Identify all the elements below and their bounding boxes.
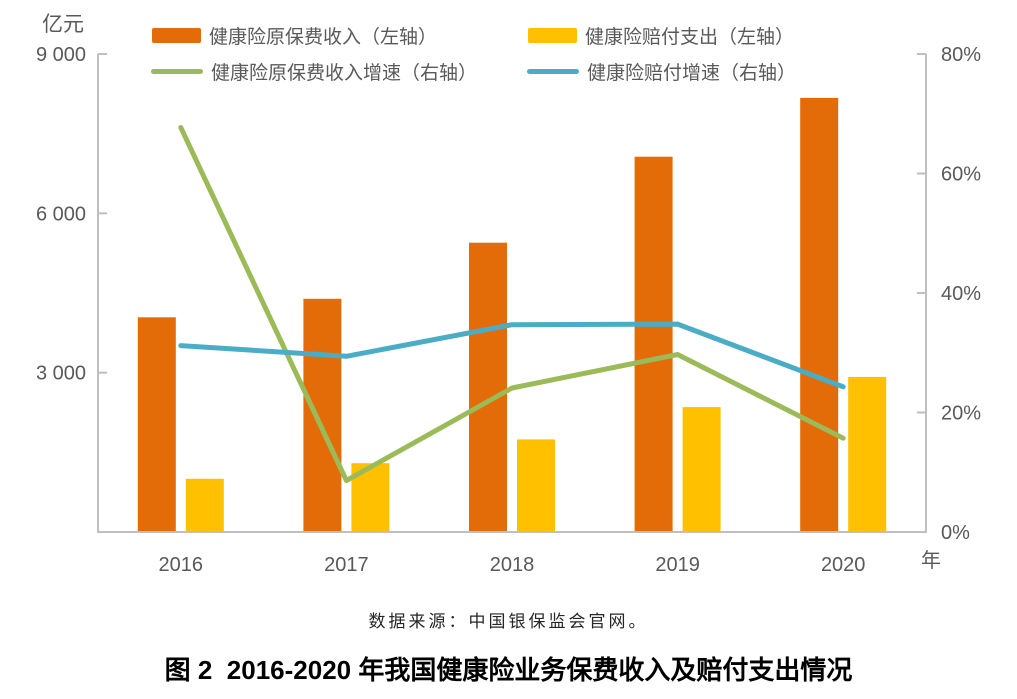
line-claims-growth: [178, 321, 846, 390]
left-axis-tick-label: 6 000: [36, 203, 86, 225]
x-tick-label-2017: 2017: [324, 554, 369, 576]
right-axis-tick-label: 20%: [941, 403, 981, 425]
bar-premium-income-2018: [469, 242, 507, 532]
x-tick-label-2019: 2019: [655, 554, 700, 576]
legend-item-claims-growth: 健康险赔付增速（右轴）: [527, 60, 797, 84]
bar-claims-paid-2016: [185, 478, 224, 532]
left-axis-tick-label: 3 000: [36, 363, 86, 385]
left-axis-title: 亿元: [42, 13, 84, 36]
bar-premium-income-2016: [137, 317, 176, 532]
right-axis-tick-label: 40%: [941, 283, 981, 305]
line-premium-growth: [178, 125, 846, 484]
x-axis-title: 年: [921, 550, 941, 572]
right-axis-tick-label: 80%: [941, 44, 981, 66]
x-tick-label-2016: 2016: [159, 554, 204, 576]
legend-label: 健康险原保费收入增速（右轴）: [211, 62, 478, 84]
legend-label: 健康险赔付增速（右轴）: [587, 62, 797, 84]
bar-premium-income-2017: [303, 298, 342, 532]
bar-premium-income-2019: [634, 156, 673, 532]
bar-claims-paid-2020: [848, 376, 887, 532]
bar-claims-paid-2019: [682, 407, 721, 532]
legend-label: 健康险原保费收入（左轴）: [209, 26, 438, 48]
legend-label: 健康险赔付支出（左轴）: [585, 26, 795, 48]
legend-item-premium-income: 健康险原保费收入（左轴）: [152, 24, 438, 48]
claims-growth-swatch-icon: [527, 68, 579, 74]
bar-claims-paid-2018: [517, 439, 555, 532]
data-source-note: 数据来源：中国银保监会官网。: [368, 612, 649, 631]
premium-income-swatch-icon: [152, 27, 201, 43]
claims-paid-swatch-icon: [528, 27, 577, 43]
right-axis-tick-label: 60%: [941, 164, 981, 186]
premium-growth-swatch-icon: [151, 68, 203, 74]
bar-premium-income-2020: [800, 97, 839, 533]
legend-item-claims-paid: 健康险赔付支出（左轴）: [528, 24, 795, 48]
x-tick-label-2018: 2018: [490, 554, 535, 576]
left-axis-tick-label: 9 000: [36, 44, 86, 66]
right-axis-tick-label: 0%: [941, 522, 970, 544]
legend-item-premium-growth: 健康险原保费收入增速（右轴）: [151, 60, 478, 84]
figure-caption: 图 2 2016-2020 年我国健康险业务保费收入及赔付支出情况: [164, 655, 853, 685]
x-tick-label-2020: 2020: [821, 554, 866, 576]
chart-svg: 3 000 6 000 9 000 0% 20% 40% 60% 80% 2016 2017 201…: [36, 44, 981, 576]
